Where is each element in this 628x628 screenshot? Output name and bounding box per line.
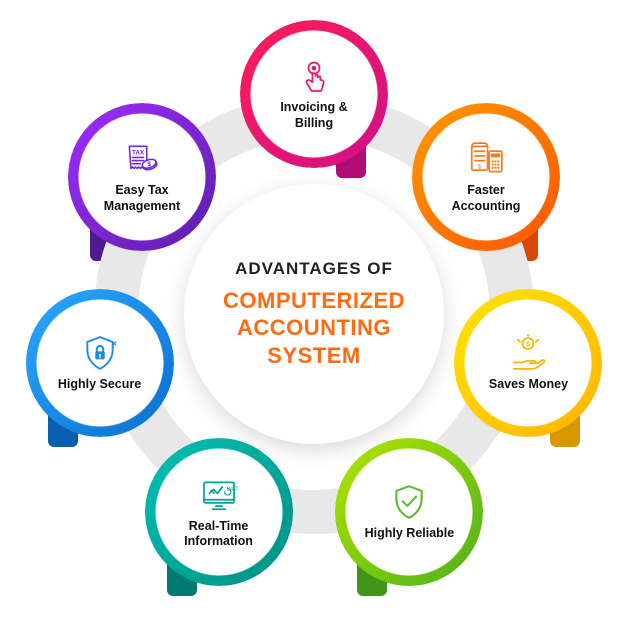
node-ring [240, 20, 388, 168]
node-reliable: Highly Reliable [345, 448, 473, 576]
node-ring [26, 289, 174, 437]
node-ring [335, 438, 483, 586]
node-secure: Highly Secure [36, 299, 164, 427]
center-title-top: ADVANTAGES OF [235, 259, 393, 279]
node-faster-accounting: $ Faster Accounting [422, 113, 550, 241]
node-ring [68, 103, 216, 251]
node-realtime: 24/7 Real-Time Information [155, 448, 283, 576]
center-title-main: COMPUTERIZED ACCOUNTING SYSTEM [204, 287, 424, 370]
node-ring [412, 103, 560, 251]
infographic-canvas: ADVANTAGES OF COMPUTERIZED ACCOUNTING SY… [0, 0, 628, 628]
node-invoicing: Invoicing & Billing [250, 30, 378, 158]
node-ring [454, 289, 602, 437]
node-ring [145, 438, 293, 586]
center-circle: ADVANTAGES OF COMPUTERIZED ACCOUNTING SY… [184, 184, 444, 444]
node-tax: TAX $ Easy Tax Management [78, 113, 206, 241]
node-saves-money: $ Saves Money [464, 299, 592, 427]
